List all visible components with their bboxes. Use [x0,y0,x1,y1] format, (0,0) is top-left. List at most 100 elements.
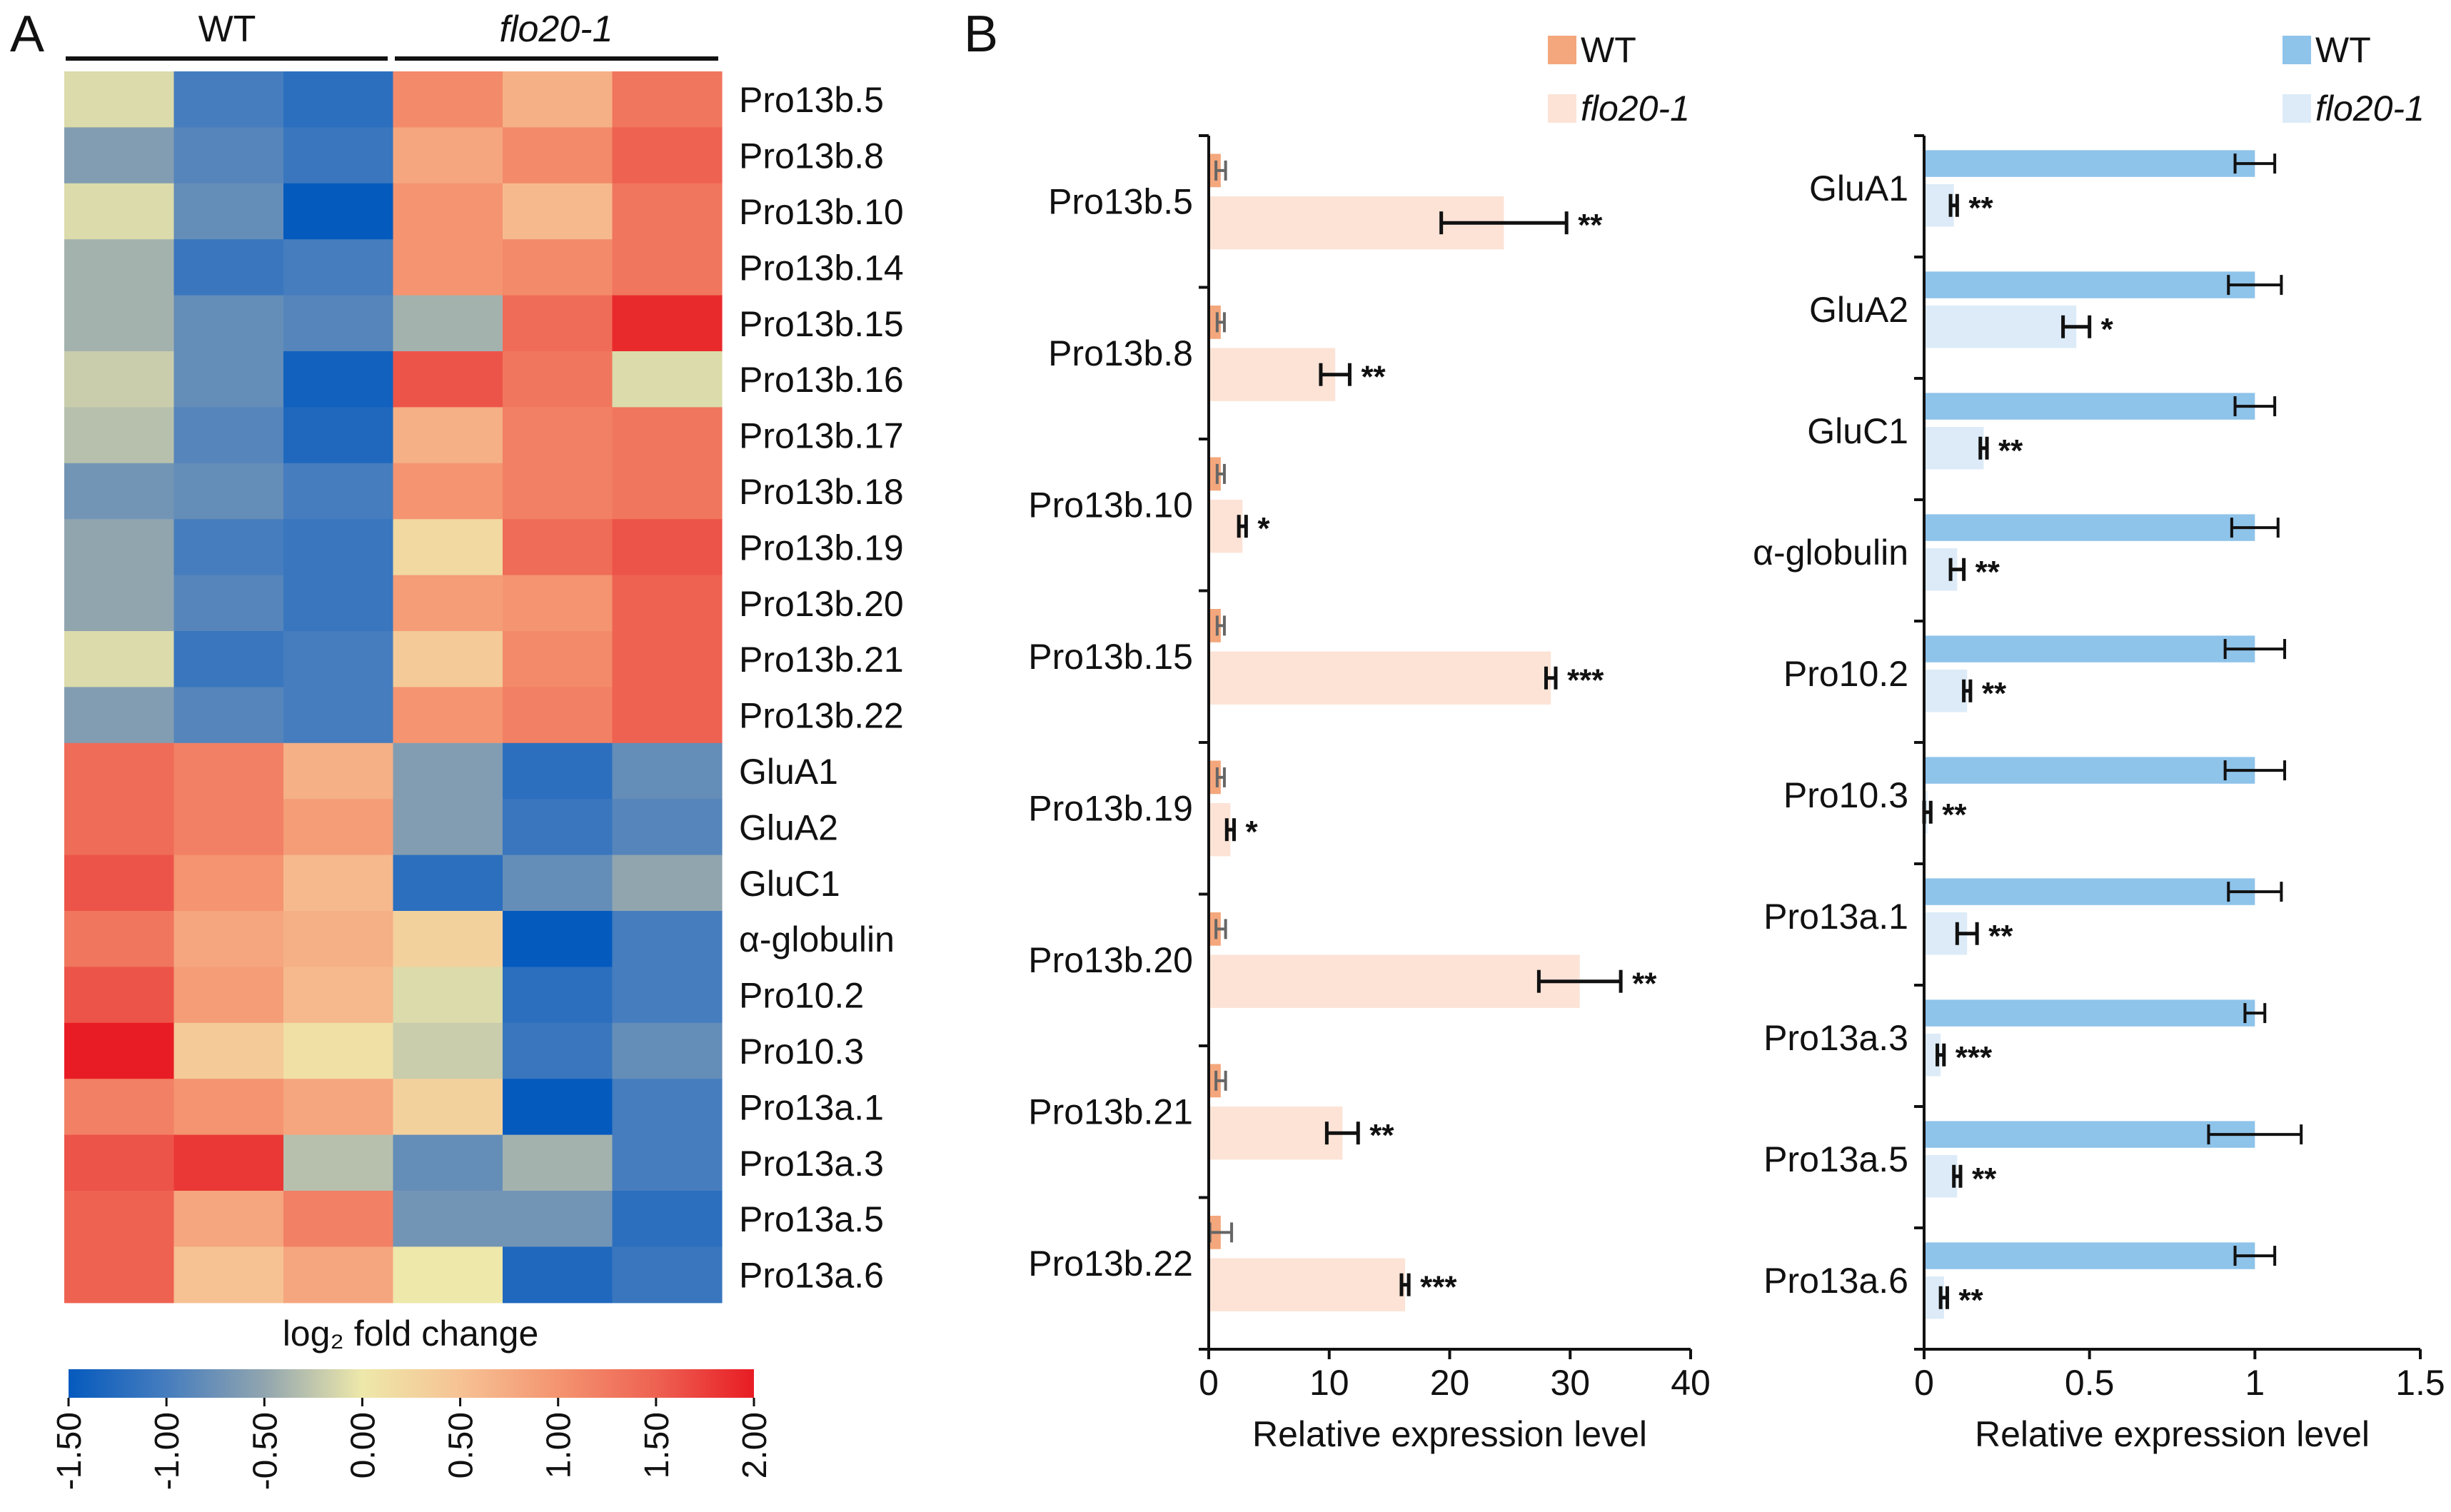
heatmap-cell [393,1022,503,1079]
heatmap-cell [393,1134,503,1191]
heatmap-cell [283,71,394,128]
heatmap-cell [503,1134,613,1191]
heatmap-cell [612,1191,723,1247]
heatmap-cell [612,183,723,240]
heatmap-cell [393,183,503,240]
bar-mutant [1209,348,1336,401]
panel-label-b: B [964,6,998,63]
x-axis-tick-label: 40 [1671,1363,1711,1403]
significance-label: * [1257,511,1270,546]
heatmap-group-headers: WT flo20-1 [66,9,718,61]
category-label: Pro13b.8 [1048,333,1193,373]
heatmap-cell [64,463,175,520]
heatmap-cell [393,1246,503,1304]
heatmap-cell [612,742,723,800]
heatmap-cell [503,463,613,520]
category-label: Pro13b.22 [1028,1244,1193,1284]
heatmap-row-label: GluA1 [739,752,838,792]
colorbar-tick-label: -0.50 [246,1412,284,1490]
category-label: Pro13b.15 [1028,637,1193,677]
heatmap-cell [173,1079,284,1136]
bar-wt [1924,878,2255,905]
heatmap-cell [173,1246,284,1304]
heatmap-cell [393,295,503,352]
heatmap-cell [393,855,503,912]
colorbar-title: log₂ fold change [283,1314,539,1354]
bar-mutant [1924,427,1984,470]
heatmap-group-label-wt: WT [198,9,256,50]
significance-label: ** [1998,433,2023,468]
x-axis-tick-label: 0 [1914,1363,1934,1403]
legend-swatch-mutant [2283,94,2311,123]
colorbar-tick-label: 1.00 [540,1412,578,1478]
heatmap-row-label: Pro13b.17 [739,416,904,456]
heatmap-cell [173,799,284,856]
heatmap-row-label: GluA2 [739,807,838,847]
x-axis-tick-label: 1.5 [2395,1363,2445,1403]
heatmap-cell [393,799,503,856]
heatmap-cell [612,463,723,520]
heatmap-cell [64,407,175,464]
category-label: α-globulin [1753,533,1908,573]
heatmap-cell [64,855,175,912]
x-axis-title: Relative expression level [1975,1414,2370,1454]
heatmap-cell [283,967,394,1024]
category-label: Pro13b.5 [1048,181,1193,221]
heatmap-cell [503,1246,613,1304]
bar-mutant [1209,1107,1343,1160]
category-label: Pro10.2 [1783,654,1908,694]
heatmap-cell [173,183,284,240]
heatmap-cell [173,742,284,800]
heatmap-row-label: Pro10.2 [739,976,864,1016]
significance-label: ** [1988,919,2013,954]
heatmap-cell [612,575,723,632]
heatmap-cell [283,1246,394,1304]
heatmap-cell [612,631,723,687]
heatmap-cell [283,855,394,912]
heatmap-cell [503,1022,613,1079]
heatmap-cell [612,799,723,856]
heatmap-cell [393,967,503,1024]
heatmap-cell [503,1191,613,1247]
heatmap-cell [64,967,175,1024]
heatmap-cell [64,183,175,240]
heatmap-row-label: Pro13a.3 [739,1144,884,1184]
heatmap-cell [612,687,723,744]
heatmap-row-label: Pro10.3 [739,1032,864,1072]
heatmap-cell [612,519,723,576]
bar-chart-storage-proteins: WT flo20-1 ** GluA1 * GluA2 ** GluC1 ** α-globuli… [1753,30,2445,1454]
colorbar-tick-label: -1.00 [149,1412,186,1490]
heatmap-cell [64,127,175,184]
significance-label: ** [1578,208,1603,243]
colorbar-bar [69,1369,754,1398]
heatmap-cell [173,967,284,1024]
heatmap-row-label: Pro13a.6 [739,1256,884,1296]
heatmap-cell [64,575,175,632]
x-axis-tick-label: 20 [1430,1363,1470,1403]
legend-label-wt: WT [1581,30,1636,70]
significance-label: ** [1942,797,1967,832]
colorbar-tick-label: 1.50 [638,1412,676,1478]
category-label: Pro13a.1 [1763,897,1908,937]
heatmap-cell [503,351,613,408]
significance-label: ** [1369,1118,1394,1153]
bar-mutant [1924,1155,1958,1198]
significance-label: *** [1956,1040,1993,1075]
significance-label: ** [1972,1161,1997,1196]
heatmap-row-label: Pro13a.1 [739,1087,884,1127]
heatmap-cell [393,687,503,744]
heatmap-cell [612,1246,723,1304]
significance-label: ** [1632,967,1657,1002]
heatmap-cell [503,911,613,967]
heatmap-cell [173,575,284,632]
heatmap-row-label: Pro13b.15 [739,304,904,344]
heatmap-row-label: Pro13b.8 [739,136,884,176]
heatmap-row-label: Pro13a.5 [739,1199,884,1239]
x-axis-tick-label: 10 [1309,1363,1349,1403]
colorbar-tick-label: 0.00 [344,1412,382,1478]
heatmap-cell [64,1134,175,1191]
heatmap-row-labels: Pro13b.5 Pro13b.8 Pro13b.10 Pro13b.14 Pro13b… [739,80,904,1295]
heatmap-cell [64,1246,175,1304]
heatmap-cells [64,71,723,1304]
heatmap-cell [173,463,284,520]
